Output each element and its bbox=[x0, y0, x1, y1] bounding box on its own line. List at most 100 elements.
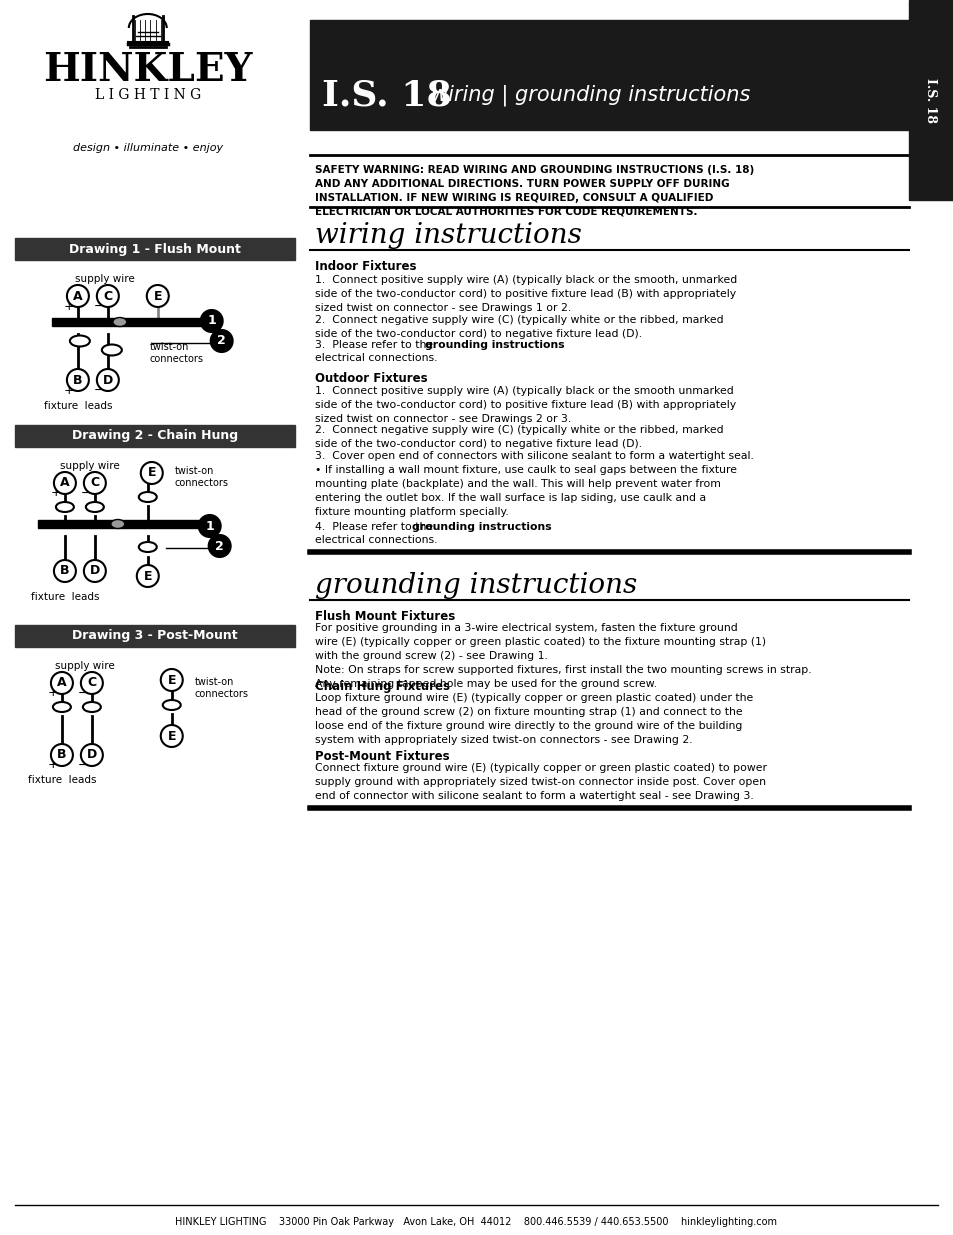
Text: grounding instructions: grounding instructions bbox=[425, 340, 564, 350]
Text: twist-on
connectors: twist-on connectors bbox=[174, 466, 229, 488]
Circle shape bbox=[97, 285, 119, 308]
Text: A: A bbox=[57, 677, 67, 689]
Text: grounding instructions: grounding instructions bbox=[412, 522, 552, 532]
Text: supply wire: supply wire bbox=[55, 661, 114, 671]
Ellipse shape bbox=[112, 317, 127, 326]
Text: electrical connections.: electrical connections. bbox=[314, 353, 436, 363]
Ellipse shape bbox=[138, 492, 156, 501]
Text: twist-on
connectors: twist-on connectors bbox=[150, 342, 204, 364]
Circle shape bbox=[67, 369, 89, 391]
Ellipse shape bbox=[70, 336, 90, 347]
Text: wiring instructions: wiring instructions bbox=[314, 222, 580, 249]
Text: 1.  Connect positive supply wire (A) (typically black or the smooth, unmarked
si: 1. Connect positive supply wire (A) (typ… bbox=[314, 275, 736, 312]
Text: 2.  Connect negative supply wire (C) (typically white or the ribbed, marked
side: 2. Connect negative supply wire (C) (typ… bbox=[314, 425, 722, 450]
Ellipse shape bbox=[56, 501, 73, 513]
Text: Flush Mount Fixtures: Flush Mount Fixtures bbox=[314, 610, 455, 622]
Text: HINKLEY LIGHTING    33000 Pin Oak Parkway   Avon Lake, OH  44012    800.446.5539: HINKLEY LIGHTING 33000 Pin Oak Parkway A… bbox=[175, 1216, 777, 1228]
Text: D: D bbox=[90, 564, 100, 578]
Ellipse shape bbox=[111, 520, 125, 529]
Circle shape bbox=[161, 725, 183, 747]
Circle shape bbox=[84, 472, 106, 494]
Text: fixture  leads: fixture leads bbox=[28, 776, 96, 785]
Circle shape bbox=[51, 672, 72, 694]
Text: Loop fixture ground wire (E) (typically copper or green plastic coated) under th: Loop fixture ground wire (E) (typically … bbox=[314, 693, 752, 745]
Text: Chain Hung Fixtures: Chain Hung Fixtures bbox=[314, 680, 449, 693]
Ellipse shape bbox=[102, 345, 122, 356]
Text: C: C bbox=[88, 677, 96, 689]
Text: −: − bbox=[93, 300, 104, 312]
Text: +: + bbox=[48, 687, 58, 699]
Text: D: D bbox=[103, 373, 112, 387]
Text: E: E bbox=[168, 673, 175, 687]
Text: twist-on
connectors: twist-on connectors bbox=[194, 677, 249, 699]
Bar bbox=[15, 625, 294, 647]
Text: 3.  Please refer to the: 3. Please refer to the bbox=[314, 340, 436, 350]
Circle shape bbox=[141, 462, 163, 484]
Text: Drawing 2 - Chain Hung: Drawing 2 - Chain Hung bbox=[71, 430, 237, 442]
Bar bbox=[38, 520, 213, 529]
Text: B: B bbox=[60, 564, 70, 578]
Text: C: C bbox=[103, 289, 112, 303]
Bar bbox=[15, 238, 294, 261]
Text: A: A bbox=[73, 289, 83, 303]
Text: +: + bbox=[64, 384, 74, 396]
Text: E: E bbox=[143, 569, 152, 583]
Text: E: E bbox=[153, 289, 162, 303]
Text: fixture  leads: fixture leads bbox=[44, 401, 112, 411]
Text: I.S. 18: I.S. 18 bbox=[923, 78, 936, 122]
Text: wiring | grounding instructions: wiring | grounding instructions bbox=[431, 84, 750, 106]
Text: 2: 2 bbox=[217, 335, 226, 347]
Text: E: E bbox=[148, 467, 156, 479]
Text: 1: 1 bbox=[207, 315, 215, 327]
Text: +: + bbox=[51, 487, 61, 499]
Text: A: A bbox=[60, 477, 70, 489]
Circle shape bbox=[97, 369, 119, 391]
Circle shape bbox=[200, 310, 222, 332]
Text: 3.  Cover open end of connectors with silicone sealant to form a watertight seal: 3. Cover open end of connectors with sil… bbox=[314, 451, 753, 461]
Text: +: + bbox=[64, 300, 74, 312]
Text: Post-Mount Fixtures: Post-Mount Fixtures bbox=[314, 750, 449, 763]
Text: −: − bbox=[93, 384, 104, 396]
Bar bbox=[51, 317, 207, 326]
Text: HINKLEY: HINKLEY bbox=[43, 51, 253, 89]
Circle shape bbox=[81, 672, 103, 694]
Text: 4.  Please refer to the: 4. Please refer to the bbox=[314, 522, 436, 532]
Text: 1: 1 bbox=[205, 520, 213, 532]
Circle shape bbox=[51, 743, 72, 766]
Text: Indoor Fixtures: Indoor Fixtures bbox=[314, 261, 416, 273]
Circle shape bbox=[136, 564, 158, 587]
Text: supply wire: supply wire bbox=[75, 274, 134, 284]
Text: Outdoor Fixtures: Outdoor Fixtures bbox=[314, 372, 427, 385]
Circle shape bbox=[211, 330, 233, 352]
Text: E: E bbox=[168, 730, 175, 742]
Text: −: − bbox=[77, 687, 88, 699]
Circle shape bbox=[54, 472, 76, 494]
Text: design • illuminate • enjoy: design • illuminate • enjoy bbox=[72, 143, 223, 153]
Ellipse shape bbox=[138, 542, 156, 552]
Text: Drawing 3 - Post-Mount: Drawing 3 - Post-Mount bbox=[71, 630, 237, 642]
Text: 1.  Connect positive supply wire (A) (typically black or the smooth unmarked
sid: 1. Connect positive supply wire (A) (typ… bbox=[314, 387, 735, 424]
Text: • If installing a wall mount fixture, use caulk to seal gaps between the fixture: • If installing a wall mount fixture, us… bbox=[314, 466, 736, 517]
Text: B: B bbox=[57, 748, 67, 762]
Text: −: − bbox=[77, 758, 88, 772]
Bar bbox=[15, 425, 294, 447]
Ellipse shape bbox=[163, 700, 180, 710]
Circle shape bbox=[147, 285, 169, 308]
Text: fixture  leads: fixture leads bbox=[30, 592, 99, 601]
Bar bbox=[309, 20, 907, 130]
Circle shape bbox=[84, 559, 106, 582]
Text: −: − bbox=[81, 487, 91, 499]
Text: electrical connections.: electrical connections. bbox=[314, 535, 436, 545]
Text: C: C bbox=[91, 477, 99, 489]
Text: 2: 2 bbox=[215, 540, 224, 552]
Circle shape bbox=[209, 535, 231, 557]
Circle shape bbox=[54, 559, 76, 582]
Circle shape bbox=[81, 743, 103, 766]
Text: grounding instructions: grounding instructions bbox=[314, 572, 636, 599]
Text: For positive grounding in a 3-wire electrical system, fasten the fixture ground
: For positive grounding in a 3-wire elect… bbox=[314, 622, 810, 689]
Bar bbox=[907, 0, 952, 200]
Text: B: B bbox=[73, 373, 83, 387]
Text: L I G H T I N G: L I G H T I N G bbox=[94, 88, 201, 103]
Text: +: + bbox=[48, 758, 58, 772]
Ellipse shape bbox=[52, 701, 71, 713]
